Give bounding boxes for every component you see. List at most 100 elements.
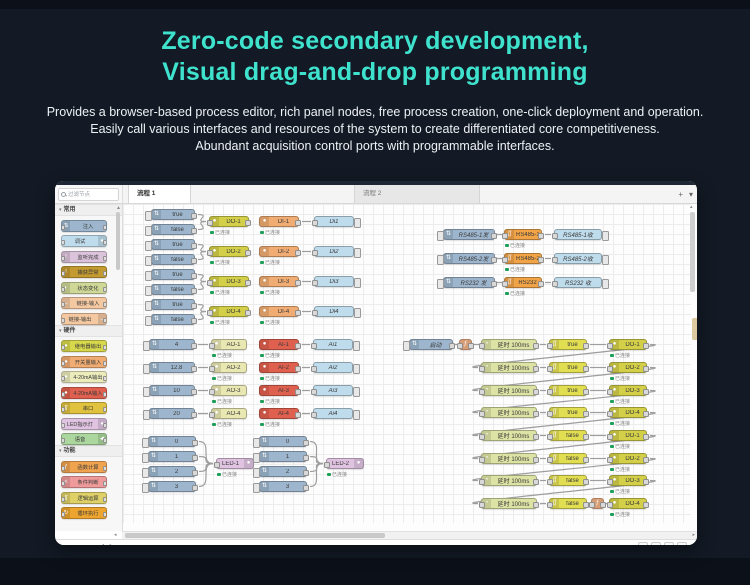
output-port[interactable]: [583, 389, 589, 395]
flow-node-inject-0[interactable]: ⇅ 0: [141, 436, 198, 448]
debug-toggle-button[interactable]: [601, 279, 609, 289]
flow-node-inject-rs485-2发[interactable]: ⇅ RS485-2发: [436, 253, 497, 265]
vscroll-up-icon[interactable]: ▴: [690, 204, 693, 210]
input-port[interactable]: [207, 310, 213, 316]
input-port[interactable]: [589, 502, 595, 508]
input-port[interactable]: [479, 366, 485, 372]
zoom-in-icon[interactable]: +: [677, 542, 687, 545]
output-port[interactable]: [191, 318, 197, 324]
inject-button[interactable]: [141, 483, 149, 493]
input-port[interactable]: [479, 389, 485, 395]
input-port[interactable]: [479, 411, 485, 417]
palette-node[interactable]: LED指示灯 ●: [61, 417, 107, 430]
input-port[interactable]: [311, 343, 317, 349]
flow-node-fnsmall[interactable]: ƒ: [457, 339, 474, 350]
input-port[interactable]: [479, 457, 485, 463]
flow-node-tf-true[interactable]: ∬ true: [547, 407, 589, 418]
output-port[interactable]: [643, 434, 649, 440]
output-port[interactable]: [191, 273, 197, 279]
flow-node-tf-false[interactable]: ∬ false: [547, 430, 589, 441]
input-port[interactable]: [502, 257, 508, 263]
palette-category-1[interactable]: ▾ 常用: [55, 204, 122, 216]
palette-category-3[interactable]: ▾ 功能: [55, 445, 122, 457]
flow-node-do-do-3[interactable]: ● DO-3: [207, 276, 251, 287]
flow-node-inject-true[interactable]: ⇅ true: [144, 239, 197, 251]
output-port[interactable]: [583, 502, 589, 508]
inject-button[interactable]: [141, 453, 149, 463]
output-port[interactable]: [449, 343, 455, 349]
flow-node-debug-di4[interactable]: Di4: [312, 306, 361, 318]
palette-scrollbar[interactable]: ▲: [116, 206, 121, 526]
flow-node-do-do-2[interactable]: ● DO-2: [607, 453, 649, 464]
vscroll-thumb[interactable]: [690, 212, 695, 292]
palette-node[interactable]: ● 继电器输出: [61, 340, 107, 352]
output-port[interactable]: [583, 411, 589, 417]
output-port[interactable]: [295, 389, 301, 395]
flow-node-di-di-3[interactable]: ● DI-3: [259, 276, 301, 287]
flow-node-di-di-2[interactable]: ● DI-2: [259, 246, 301, 257]
canvas-vscrollbar[interactable]: ▴: [690, 204, 695, 518]
input-port[interactable]: [552, 233, 558, 239]
flow-list-button-icon[interactable]: ▾: [688, 189, 693, 199]
flow-node-inject-0[interactable]: ⇅ 0: [252, 436, 309, 448]
input-port[interactable]: [552, 281, 558, 287]
inject-button[interactable]: [252, 483, 260, 493]
output-port[interactable]: [303, 440, 309, 446]
palette-node[interactable]: ƒ 函数计算: [61, 460, 107, 473]
flow-node-rs-rs485-2[interactable]: ∬ RS485-2: [502, 253, 544, 264]
inject-button[interactable]: [144, 256, 152, 266]
palette-node[interactable]: ● 开关量输入: [61, 355, 107, 368]
input-port[interactable]: [607, 479, 613, 485]
palette-node[interactable]: ↻ 循环执行: [61, 507, 107, 519]
output-port[interactable]: [303, 485, 309, 491]
output-port[interactable]: [295, 250, 301, 256]
inject-button[interactable]: [144, 211, 152, 221]
flow-node-tf-true[interactable]: ∬ true: [547, 362, 589, 373]
output-port[interactable]: [533, 343, 539, 349]
debug-toggle-button[interactable]: [353, 218, 361, 228]
add-flow-button-icon[interactable]: +: [678, 189, 683, 199]
flow-node-inject-false[interactable]: ⇅ false: [144, 224, 197, 236]
palette-node[interactable]: → 链接-输入: [61, 297, 107, 309]
input-port[interactable]: [547, 434, 553, 440]
flow-node-ao-ao-3[interactable]: ● AO-3: [209, 385, 247, 396]
output-port[interactable]: [192, 440, 198, 446]
input-port[interactable]: [547, 457, 553, 463]
flow-node-inject-1[interactable]: ⇅ 1: [141, 451, 198, 463]
flow-node-inject-1[interactable]: ⇅ 1: [252, 451, 309, 463]
debug-toggle-button[interactable]: [601, 231, 609, 241]
output-port[interactable]: [491, 281, 497, 287]
inject-button[interactable]: [141, 438, 149, 448]
input-port[interactable]: [209, 366, 215, 372]
input-port[interactable]: [607, 389, 613, 395]
flow-node-delay-延时-100ms[interactable]: ◔ 延时 100ms: [479, 407, 539, 418]
output-port[interactable]: [303, 455, 309, 461]
flow-node-inject-3[interactable]: ⇅ 3: [252, 481, 309, 493]
flow-node-ao-ao-1[interactable]: ● AO-1: [209, 339, 247, 350]
output-port[interactable]: [533, 502, 539, 508]
output-port[interactable]: [191, 288, 197, 294]
input-port[interactable]: [547, 343, 553, 349]
flow-node-ai-ai-3[interactable]: ● AI-3: [259, 385, 301, 396]
inject-button[interactable]: [252, 453, 260, 463]
output-port[interactable]: [191, 366, 197, 372]
input-port[interactable]: [479, 502, 485, 508]
output-port[interactable]: [583, 343, 589, 349]
flow-node-led-led-1[interactable]: LED-1 ●: [214, 458, 254, 469]
output-port[interactable]: [192, 470, 198, 476]
flow-node-do-do-4[interactable]: ● DO-4: [207, 306, 251, 317]
inject-button[interactable]: [141, 468, 149, 478]
flow-node-debug-rs232-收[interactable]: RS232 收: [552, 277, 609, 289]
flow-node-do-do-3[interactable]: ● DO-3: [607, 385, 649, 396]
input-port[interactable]: [312, 250, 318, 256]
input-port[interactable]: [209, 412, 215, 418]
flow-node-debug-di1[interactable]: Di1: [312, 216, 361, 228]
inject-button[interactable]: [142, 410, 150, 420]
output-port[interactable]: [538, 257, 544, 263]
flow-node-inject-rs232-发[interactable]: ⇅ RS232 发: [436, 277, 497, 289]
flow-node-ai-ai-4[interactable]: ● AI-4: [259, 408, 301, 419]
output-port[interactable]: [538, 281, 544, 287]
output-port[interactable]: [191, 213, 197, 219]
flow-node-inject-rs485-1发[interactable]: ⇅ RS485-1发: [436, 229, 497, 241]
flow-node-debug-ai4[interactable]: Ai4: [311, 408, 360, 420]
